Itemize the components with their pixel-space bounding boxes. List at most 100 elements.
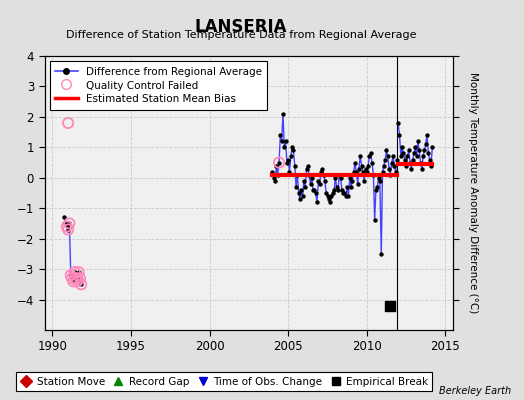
Point xyxy=(421,141,430,148)
Point xyxy=(275,159,283,166)
Point xyxy=(294,190,303,196)
Point xyxy=(412,153,421,160)
Point xyxy=(397,153,405,160)
Point xyxy=(72,275,80,282)
Point xyxy=(363,168,371,175)
Point xyxy=(308,174,316,181)
Point xyxy=(313,199,321,205)
Point xyxy=(60,214,68,220)
Point xyxy=(69,278,78,284)
Point xyxy=(360,178,368,184)
Point xyxy=(65,220,73,227)
Point xyxy=(348,178,356,184)
Point xyxy=(275,159,283,166)
Point xyxy=(386,302,395,309)
Point xyxy=(427,162,435,169)
Point xyxy=(373,184,381,190)
Point xyxy=(63,223,71,230)
Point xyxy=(411,144,419,150)
Point xyxy=(428,144,436,150)
Point xyxy=(387,159,396,166)
Point xyxy=(401,156,409,163)
Point xyxy=(303,162,312,169)
Point xyxy=(418,166,426,172)
Point xyxy=(378,168,387,175)
Point xyxy=(343,184,352,190)
Legend: Station Move, Record Gap, Time of Obs. Change, Empirical Break: Station Move, Record Gap, Time of Obs. C… xyxy=(16,372,432,391)
Point xyxy=(68,275,76,282)
Point xyxy=(383,147,391,154)
Point xyxy=(375,174,383,181)
Point xyxy=(77,281,85,288)
Point xyxy=(310,187,319,193)
Point xyxy=(379,162,388,169)
Point xyxy=(390,162,399,169)
Point xyxy=(334,187,342,193)
Point xyxy=(406,159,414,166)
Point xyxy=(301,184,309,190)
Point xyxy=(410,150,418,157)
Point xyxy=(335,172,344,178)
Point xyxy=(342,193,350,199)
Point xyxy=(73,278,81,284)
Point xyxy=(71,269,79,275)
Point xyxy=(330,187,339,193)
Point xyxy=(376,178,384,184)
Point xyxy=(271,178,279,184)
Point xyxy=(423,132,431,138)
Y-axis label: Monthly Temperature Anomaly Difference (°C): Monthly Temperature Anomaly Difference (… xyxy=(467,72,477,314)
Point xyxy=(326,199,334,205)
Point xyxy=(398,144,406,150)
Point xyxy=(338,187,346,193)
Point xyxy=(332,184,341,190)
Point xyxy=(391,168,400,175)
Point xyxy=(407,166,416,172)
Point xyxy=(336,174,345,181)
Point xyxy=(417,159,425,166)
Point xyxy=(285,168,293,175)
Point xyxy=(368,159,376,166)
Point xyxy=(71,269,79,275)
Point xyxy=(287,153,295,160)
Point xyxy=(283,159,291,166)
Point xyxy=(395,132,403,138)
Point xyxy=(64,226,72,233)
Point xyxy=(405,147,413,154)
Point xyxy=(77,281,85,288)
Point xyxy=(366,150,375,157)
Point xyxy=(322,190,331,196)
Point xyxy=(300,178,308,184)
Point xyxy=(293,172,301,178)
Point xyxy=(350,168,358,175)
Point xyxy=(377,251,386,257)
Point xyxy=(362,166,370,172)
Point xyxy=(67,272,75,278)
Point xyxy=(321,178,329,184)
Point xyxy=(307,181,315,187)
Point xyxy=(346,174,354,181)
Point xyxy=(339,190,347,196)
Point xyxy=(356,153,364,160)
Point xyxy=(372,187,380,193)
Point xyxy=(347,184,355,190)
Point xyxy=(281,138,290,144)
Point xyxy=(354,181,362,187)
Point xyxy=(424,150,433,157)
Point xyxy=(331,174,340,181)
Point xyxy=(276,132,285,138)
Point xyxy=(299,193,307,199)
Point xyxy=(69,278,78,284)
Point xyxy=(351,159,359,166)
Point xyxy=(329,190,337,196)
Point xyxy=(402,162,410,169)
Point xyxy=(425,156,434,163)
Point xyxy=(75,275,84,282)
Point xyxy=(352,168,361,175)
Point xyxy=(399,150,408,157)
Legend: Difference from Regional Average, Quality Control Failed, Estimated Station Mean: Difference from Regional Average, Qualit… xyxy=(50,61,267,110)
Point xyxy=(384,153,392,160)
Point xyxy=(420,147,429,154)
Point xyxy=(315,181,324,187)
Point xyxy=(61,220,70,227)
Point xyxy=(268,168,277,175)
